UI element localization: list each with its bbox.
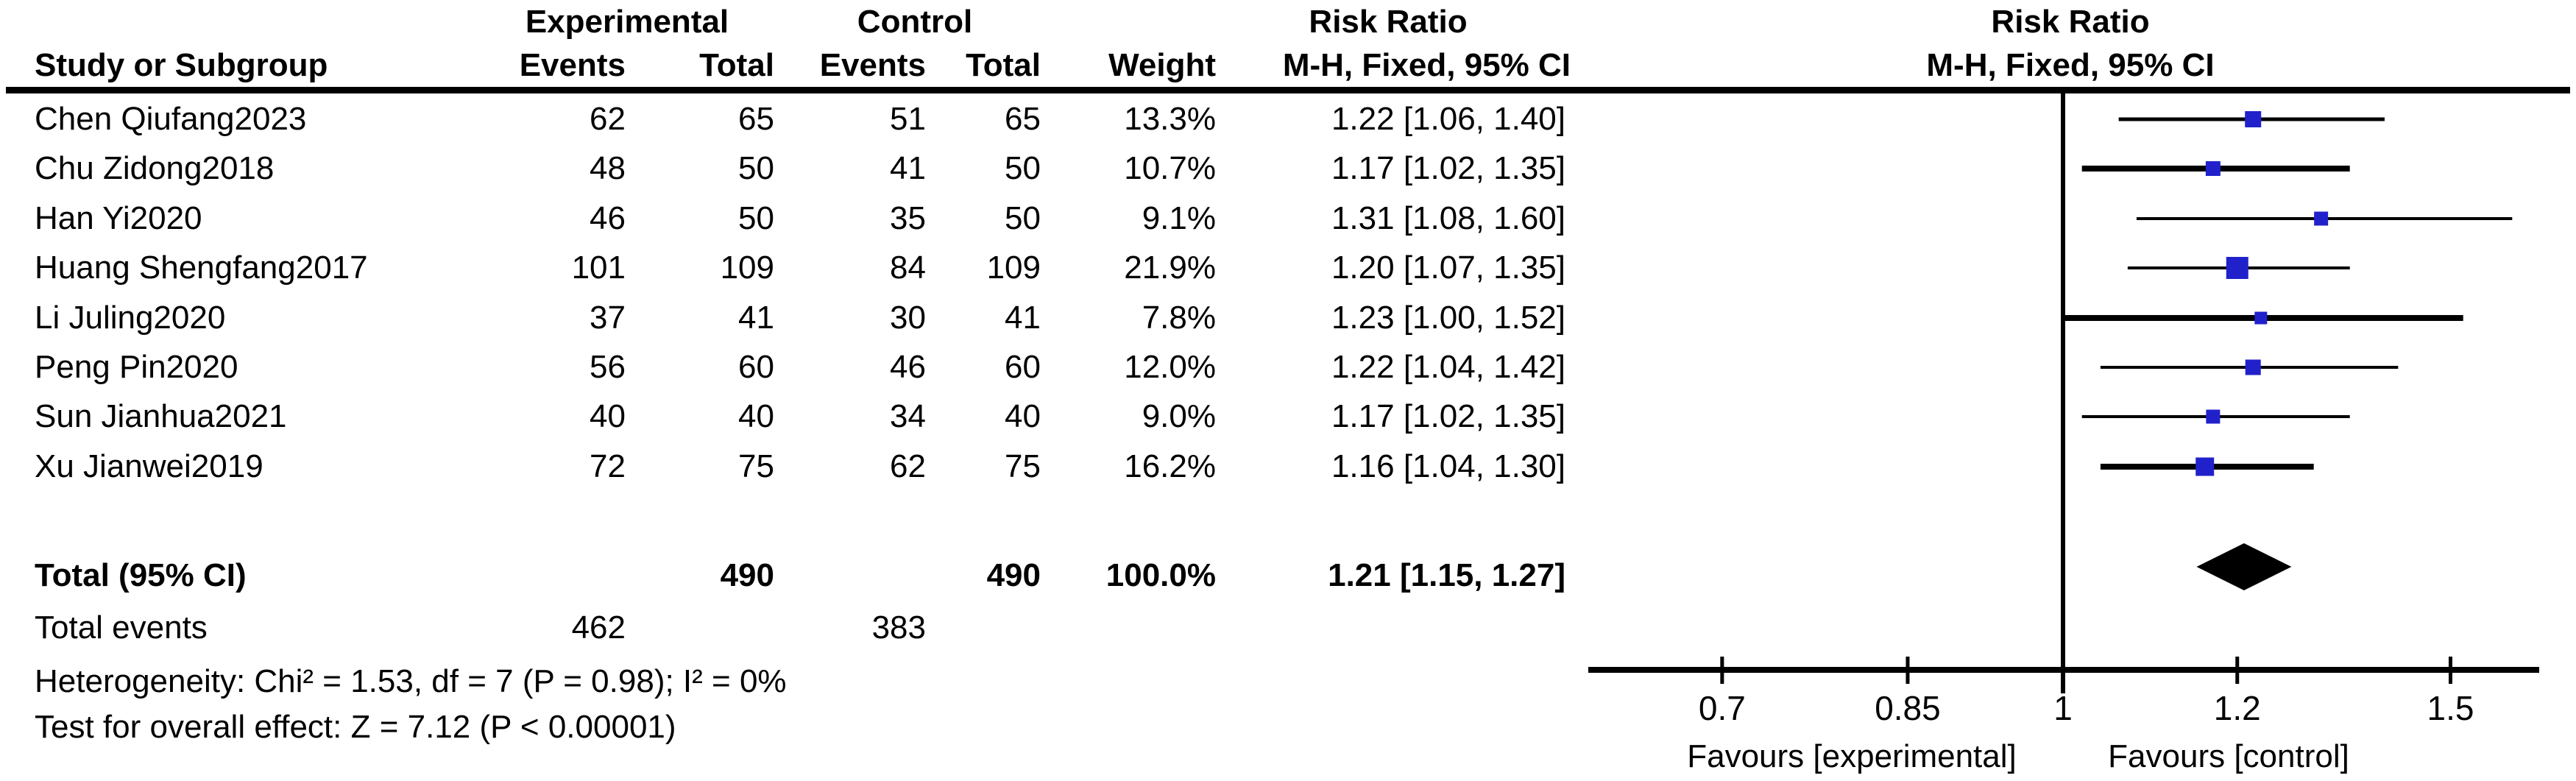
study-name: Chen Qiufang2023 <box>35 101 307 137</box>
x-axis-tick-label: 0.7 <box>1699 689 1746 727</box>
ctrl-total: 40 <box>1005 398 1041 434</box>
exp-events: 56 <box>590 349 626 385</box>
total-events-exp: 462 <box>571 609 626 646</box>
weight: 10.7% <box>1124 150 1216 186</box>
x-axis-tick-label: 1.5 <box>2427 689 2474 727</box>
x-axis-tick-label: 1.2 <box>2214 689 2261 727</box>
col-header-ctrl-events: Events <box>819 47 926 83</box>
col-header-exp-events: Events <box>519 47 626 83</box>
exp-total: 60 <box>738 349 774 385</box>
rr-ci-label: 1.22 [1.04, 1.42] <box>1331 349 1565 385</box>
weight: 16.2% <box>1124 448 1216 484</box>
ctrl-total: 60 <box>1005 349 1041 385</box>
exp-events: 40 <box>590 398 626 434</box>
exp-events: 37 <box>590 300 626 336</box>
effect-marker <box>2254 311 2268 325</box>
study-name: Han Yi2020 <box>35 200 202 236</box>
rr-ci-label: 1.17 [1.02, 1.35] <box>1331 398 1565 434</box>
col-group-experimental: Experimental <box>525 4 729 40</box>
ctrl-events: 41 <box>890 150 926 186</box>
effect-marker <box>2206 409 2221 424</box>
rr-ci-label: 1.20 [1.07, 1.35] <box>1331 250 1565 286</box>
rr-ci-label: 1.22 [1.06, 1.40] <box>1331 101 1565 137</box>
exp-events: 46 <box>590 200 626 236</box>
effect-marker <box>2314 211 2329 226</box>
col-group-control: Control <box>857 4 973 40</box>
header-rule <box>6 87 2570 93</box>
col-header-mh-ci: M-H, Fixed, 95% CI <box>1282 47 1571 83</box>
col-header-weight: Weight <box>1108 47 1216 83</box>
exp-total: 41 <box>738 300 774 336</box>
exp-total: 75 <box>738 448 774 484</box>
weight: 13.3% <box>1124 101 1216 137</box>
ctrl-total: 41 <box>1005 300 1041 336</box>
col-header-ctrl-total: Total <box>966 47 1041 83</box>
study-name: Sun Jianhua2021 <box>35 398 287 434</box>
total-rr-ci-label: 1.21 [1.15, 1.27] <box>1328 557 1565 593</box>
exp-events: 48 <box>590 150 626 186</box>
exp-events: 62 <box>590 101 626 137</box>
weight: 7.8% <box>1142 300 1216 336</box>
exp-total: 40 <box>738 398 774 434</box>
plot-title-risk-ratio: Risk Ratio <box>1991 4 2150 40</box>
ctrl-total: 65 <box>1005 101 1041 137</box>
rr-ci-label: 1.17 [1.02, 1.35] <box>1331 150 1565 186</box>
weight: 21.9% <box>1124 250 1216 286</box>
ctrl-events: 34 <box>890 398 926 434</box>
total-events-ctrl: 383 <box>871 609 926 646</box>
favours-left-label: Favours [experimental] <box>1687 738 2017 774</box>
x-axis-tick-label: 0.85 <box>1875 689 1941 727</box>
plot-subtitle-mh-ci: M-H, Fixed, 95% CI <box>1926 47 2215 83</box>
exp-total: 109 <box>720 250 774 286</box>
col-header-study: Study or Subgroup <box>35 47 328 83</box>
total-weight: 100.0% <box>1105 557 1216 593</box>
summary-diamond <box>2196 543 2292 590</box>
rr-ci-label: 1.23 [1.00, 1.52] <box>1331 300 1565 336</box>
x-axis-tick-label: 1 <box>2053 689 2073 727</box>
ctrl-events: 62 <box>890 448 926 484</box>
effect-marker <box>2205 161 2221 176</box>
exp-events: 101 <box>571 250 626 286</box>
total-events-label: Total events <box>35 609 208 646</box>
study-name: Huang Shengfang2017 <box>35 250 368 286</box>
ctrl-events: 84 <box>890 250 926 286</box>
total-label: Total (95% CI) <box>35 557 247 593</box>
ctrl-total: 109 <box>986 250 1041 286</box>
favours-right-label: Favours [control] <box>2108 738 2349 774</box>
study-name: Xu Jianwei2019 <box>35 448 263 484</box>
ctrl-events: 51 <box>890 101 926 137</box>
exp-total: 65 <box>738 101 774 137</box>
effect-marker <box>2245 111 2262 127</box>
effect-marker <box>2226 257 2248 279</box>
ctrl-total: 75 <box>1005 448 1041 484</box>
effect-marker <box>2245 359 2261 375</box>
ctrl-events: 30 <box>890 300 926 336</box>
rr-ci-label: 1.31 [1.08, 1.60] <box>1331 200 1565 236</box>
exp-total: 50 <box>738 200 774 236</box>
exp-total: 50 <box>738 150 774 186</box>
ctrl-total: 50 <box>1005 150 1041 186</box>
ctrl-events: 35 <box>890 200 926 236</box>
ctrl-total: 50 <box>1005 200 1041 236</box>
rr-ci-label: 1.16 [1.04, 1.30] <box>1331 448 1565 484</box>
exp-events: 72 <box>590 448 626 484</box>
study-name: Chu Zidong2018 <box>35 150 275 186</box>
study-name: Li Juling2020 <box>35 300 226 336</box>
weight: 9.0% <box>1142 398 1216 434</box>
total-exp-total: 490 <box>720 557 774 593</box>
col-group-risk-ratio: Risk Ratio <box>1309 4 1468 40</box>
col-header-exp-total: Total <box>699 47 774 83</box>
effect-marker <box>2195 457 2215 476</box>
weight: 12.0% <box>1124 349 1216 385</box>
study-name: Peng Pin2020 <box>35 349 238 385</box>
overall-effect-text: Test for overall effect: Z = 7.12 (P < 0… <box>35 709 676 745</box>
total-ctrl-total: 490 <box>986 557 1041 593</box>
heterogeneity-text: Heterogeneity: Chi² = 1.53, df = 7 (P = … <box>35 663 787 699</box>
ctrl-events: 46 <box>890 349 926 385</box>
weight: 9.1% <box>1142 200 1216 236</box>
